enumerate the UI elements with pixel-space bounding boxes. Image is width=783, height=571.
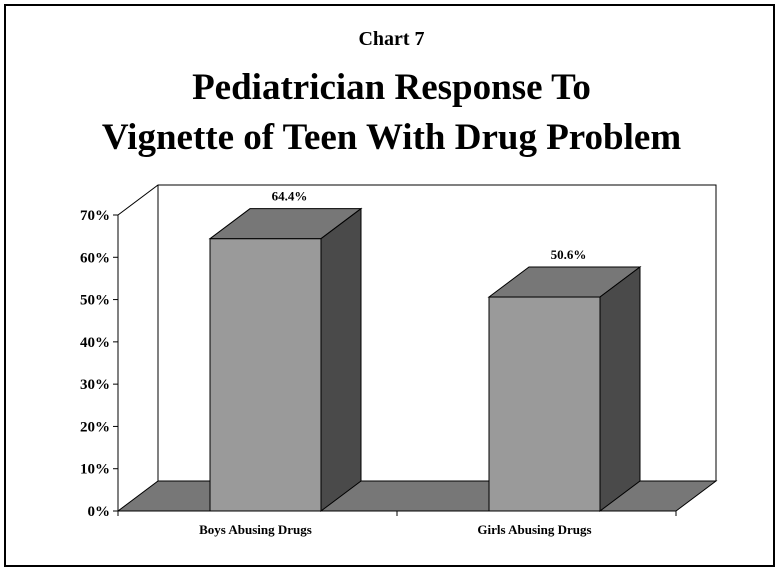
bar-data-label: 50.6% (551, 247, 587, 262)
chart-frame (4, 4, 775, 567)
chart-number: Chart 7 (358, 28, 425, 50)
chart-title-line1: Pediatrician Response To (192, 67, 591, 108)
y-tick-label: 50% (80, 293, 110, 309)
bar-front (488, 296, 601, 512)
y-tick-label: 60% (80, 250, 110, 266)
back-wall-outline (117, 184, 717, 481)
bar-data-label: 64.4% (272, 189, 308, 204)
y-tick-label: 0% (88, 504, 111, 520)
bar-front (209, 238, 322, 512)
x-category-label: Boys Abusing Drugs (199, 522, 312, 537)
bar-side (320, 207, 362, 512)
bar-side (599, 266, 641, 512)
y-tick-label: 40% (80, 335, 110, 351)
x-category-label: Girls Abusing Drugs (477, 522, 591, 537)
y-tick-label: 70% (80, 208, 110, 224)
y-tick-label: 20% (80, 419, 110, 435)
chart-title-line2: Vignette of Teen With Drug Problem (101, 117, 682, 158)
y-tick-label: 10% (80, 462, 110, 478)
y-tick-label: 30% (80, 377, 110, 393)
